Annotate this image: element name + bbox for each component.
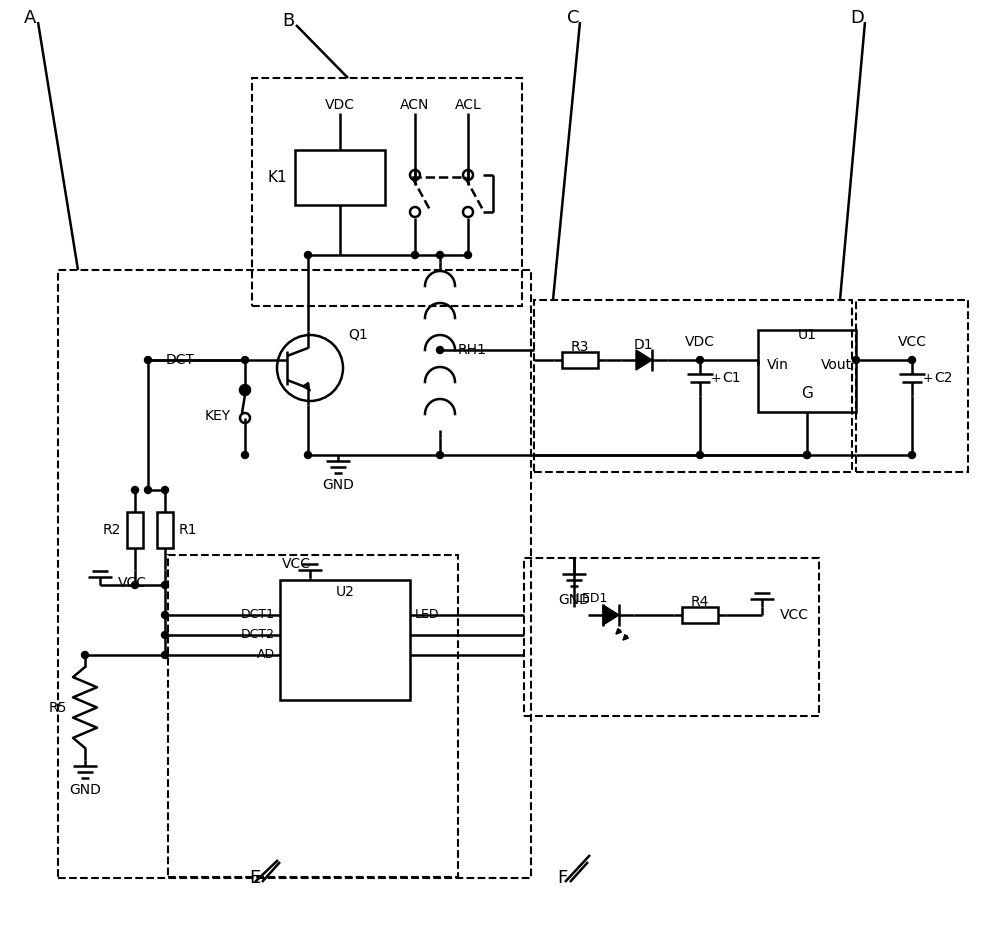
Text: F: F <box>557 869 567 887</box>
Text: A: A <box>24 9 36 27</box>
Circle shape <box>242 357 249 363</box>
Text: R1: R1 <box>179 523 198 537</box>
Bar <box>157 512 173 548</box>
Text: Vin: Vin <box>767 358 789 372</box>
Text: VCC: VCC <box>898 335 926 349</box>
Circle shape <box>412 252 419 258</box>
Bar <box>168 555 458 877</box>
Text: DCT: DCT <box>166 353 195 367</box>
Circle shape <box>145 486 152 494</box>
Circle shape <box>162 611 169 619</box>
Circle shape <box>305 452 312 458</box>
Circle shape <box>908 357 916 363</box>
Circle shape <box>145 357 152 363</box>
Text: VDC: VDC <box>325 98 355 112</box>
Text: AD: AD <box>257 649 275 661</box>
Text: LED1: LED1 <box>576 593 608 606</box>
Polygon shape <box>636 350 652 370</box>
Text: C2: C2 <box>934 371 952 385</box>
Text: R3: R3 <box>571 340 589 354</box>
Circle shape <box>696 452 704 458</box>
Text: Q1: Q1 <box>348 328 368 342</box>
Text: U2: U2 <box>336 585 354 599</box>
Circle shape <box>162 652 169 658</box>
Circle shape <box>242 452 249 458</box>
Text: DCT1: DCT1 <box>241 608 275 622</box>
Text: VCC: VCC <box>282 557 311 571</box>
Bar <box>562 352 598 368</box>
Circle shape <box>132 581 139 589</box>
Bar <box>280 580 410 700</box>
Circle shape <box>162 632 169 639</box>
Text: E: E <box>249 869 261 887</box>
Bar <box>252 78 522 306</box>
Text: U1: U1 <box>798 328 816 342</box>
Bar <box>856 300 968 472</box>
Circle shape <box>437 252 444 258</box>
Text: +: + <box>923 372 933 384</box>
Circle shape <box>305 252 312 258</box>
Bar <box>295 150 385 205</box>
Text: R5: R5 <box>49 700 67 715</box>
Text: B: B <box>282 12 294 30</box>
Text: VCC: VCC <box>780 608 809 622</box>
Text: GND: GND <box>322 478 354 492</box>
Bar <box>758 330 856 412</box>
Text: VDC: VDC <box>685 335 715 349</box>
Bar <box>127 512 143 548</box>
Circle shape <box>804 452 810 458</box>
Circle shape <box>696 357 704 363</box>
Circle shape <box>82 652 89 658</box>
Text: G: G <box>801 386 813 401</box>
Text: GND: GND <box>558 593 590 607</box>
Bar <box>534 300 852 472</box>
Text: R2: R2 <box>103 523 121 537</box>
Text: GND: GND <box>69 783 101 797</box>
Circle shape <box>132 486 139 494</box>
Text: R4: R4 <box>691 595 709 609</box>
Text: KEY: KEY <box>205 409 231 423</box>
Text: LED: LED <box>415 608 440 622</box>
Bar <box>682 607 718 623</box>
Circle shape <box>804 452 810 458</box>
Circle shape <box>162 486 169 494</box>
Text: C1: C1 <box>722 371 741 385</box>
Text: Vout: Vout <box>820 358 852 372</box>
Circle shape <box>242 387 249 393</box>
Text: K1: K1 <box>267 171 287 186</box>
Circle shape <box>437 452 444 458</box>
Text: ACL: ACL <box>455 98 481 112</box>
Text: D: D <box>850 9 864 27</box>
Text: C: C <box>567 9 579 27</box>
Text: RH1: RH1 <box>458 343 487 357</box>
Text: DCT2: DCT2 <box>241 628 275 641</box>
Circle shape <box>162 581 169 589</box>
Circle shape <box>465 252 472 258</box>
Polygon shape <box>603 605 619 625</box>
Circle shape <box>437 346 444 353</box>
Text: VCC: VCC <box>118 576 147 590</box>
Circle shape <box>852 357 860 363</box>
Bar <box>58 270 531 878</box>
Text: +: + <box>711 372 721 384</box>
Bar <box>524 558 819 716</box>
Circle shape <box>908 452 916 458</box>
Text: D1: D1 <box>633 338 653 352</box>
Text: ACN: ACN <box>400 98 430 112</box>
